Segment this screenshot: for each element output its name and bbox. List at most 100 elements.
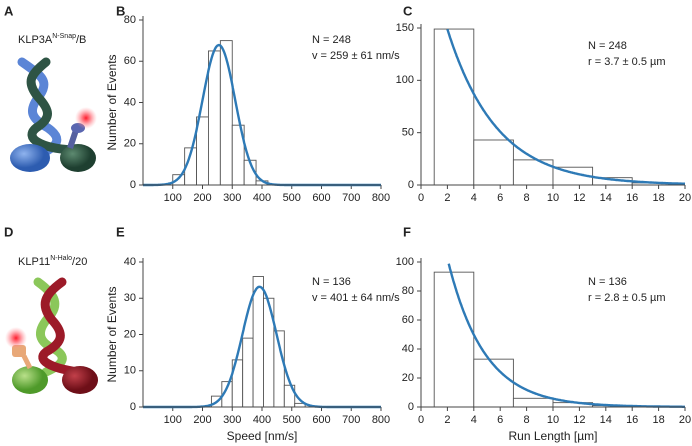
annotation: N = 248 (312, 34, 351, 46)
x-tick-label: 2 (444, 192, 450, 204)
construct-tag: N-Snap (52, 33, 76, 40)
x-tick-label: 20 (679, 414, 691, 426)
x-tick-label: 700 (342, 414, 360, 426)
y-tick-label: 10 (124, 365, 136, 377)
x-tick-label: 2 (444, 414, 450, 426)
y-tick-label: 80 (124, 14, 136, 26)
x-tick-label: 0 (418, 192, 424, 204)
annotation: N = 136 (588, 276, 627, 288)
x-tick-label: 300 (223, 192, 241, 204)
annotation: v = 259 ± 61 nm/s (312, 50, 400, 62)
bar (196, 116, 209, 186)
y-tick-label: 40 (402, 343, 414, 355)
x-tick-label: 8 (524, 192, 530, 204)
annotation: r = 2.8 ± 0.5 µm (588, 292, 666, 304)
x-tick-label: 8 (524, 414, 530, 426)
x-tick-label: 700 (342, 192, 360, 204)
annotation: N = 248 (588, 40, 627, 52)
y-tick-label: 40 (124, 256, 136, 268)
y-tick-label: 0 (130, 401, 136, 413)
x-tick-label: 500 (283, 414, 301, 426)
y-axis-title: Number of Events (105, 54, 119, 150)
bar (512, 397, 554, 408)
y-tick-label: 100 (396, 256, 414, 268)
construct-label: KLP3AN-Snap/B (18, 33, 86, 46)
x-tick-label: 10 (547, 192, 559, 204)
fit-curve (446, 28, 685, 185)
construct-suffix: /B (76, 34, 86, 46)
y-tick-label: 0 (408, 401, 414, 413)
y-tick-label: 40 (124, 96, 136, 108)
construct-suffix: /20 (72, 256, 87, 268)
construct-label: KLP11N-Halo/20 (18, 255, 87, 268)
y-tick-label: 150 (396, 22, 414, 34)
y-tick-label: 0 (408, 179, 414, 191)
y-tick-label: 50 (402, 127, 414, 139)
panel-label: A (4, 3, 14, 18)
x-tick-label: 300 (223, 414, 241, 426)
x-tick-label: 20 (679, 192, 691, 204)
panel-label: D (4, 224, 13, 239)
x-tick-label: 400 (253, 192, 271, 204)
construct-name: KLP11 (18, 256, 50, 268)
x-tick-label: 18 (652, 414, 664, 426)
x-tick-label: 6 (497, 414, 503, 426)
x-tick-label: 12 (573, 414, 585, 426)
x-axis-title: Speed [nm/s] (227, 429, 298, 443)
x-tick-label: 16 (626, 414, 638, 426)
x-tick-label: 800 (372, 192, 390, 204)
x-tick-label: 6 (497, 192, 503, 204)
x-tick-label: 100 (164, 192, 182, 204)
bar (172, 174, 186, 186)
x-axis-title: Run Length [µm] (509, 429, 598, 443)
x-tick-label: 200 (193, 414, 211, 426)
construct-name: KLP3A (18, 34, 53, 46)
x-tick-label: 4 (471, 192, 477, 204)
x-tick-label: 4 (471, 414, 477, 426)
annotation: r = 3.7 ± 0.5 µm (588, 56, 666, 68)
x-tick-label: 400 (253, 414, 271, 426)
panel-label: B (116, 3, 125, 18)
motor-diagram (10, 57, 97, 172)
panel-label: F (403, 224, 411, 239)
bar (242, 337, 254, 408)
x-tick-label: 10 (547, 414, 559, 426)
construct-tag: N-Halo (50, 255, 72, 262)
x-tick-label: 600 (312, 192, 330, 204)
y-tick-label: 30 (124, 292, 136, 304)
bar (207, 50, 221, 186)
annotation: v = 401 ± 64 nm/s (312, 292, 400, 304)
bar (252, 276, 264, 408)
annotation: N = 136 (312, 276, 351, 288)
motor-diagram (5, 277, 98, 394)
x-tick-label: 0 (418, 414, 424, 426)
x-tick-label: 500 (283, 192, 301, 204)
x-tick-label: 18 (652, 192, 664, 204)
bar (433, 271, 475, 408)
bar (473, 139, 514, 186)
bar (433, 28, 475, 186)
y-tick-label: 60 (124, 55, 136, 67)
x-tick-label: 100 (164, 414, 182, 426)
x-tick-label: 16 (626, 192, 638, 204)
x-tick-label: 14 (600, 192, 612, 204)
y-tick-label: 20 (124, 138, 136, 150)
panel-label: E (116, 224, 125, 239)
y-tick-label: 0 (130, 179, 136, 191)
x-tick-label: 14 (600, 414, 612, 426)
panel-label: C (403, 3, 413, 18)
y-tick-label: 80 (402, 285, 414, 297)
x-tick-label: 200 (193, 192, 211, 204)
y-tick-label: 20 (124, 328, 136, 340)
y-tick-label: 20 (402, 372, 414, 384)
y-tick-label: 100 (396, 74, 414, 86)
x-tick-label: 600 (312, 414, 330, 426)
x-tick-label: 12 (573, 192, 585, 204)
fit-curve (447, 263, 685, 408)
fit-curve (143, 43, 381, 187)
y-tick-label: 60 (402, 314, 414, 326)
y-axis-title: Number of Events (105, 286, 119, 382)
x-tick-label: 800 (372, 414, 390, 426)
